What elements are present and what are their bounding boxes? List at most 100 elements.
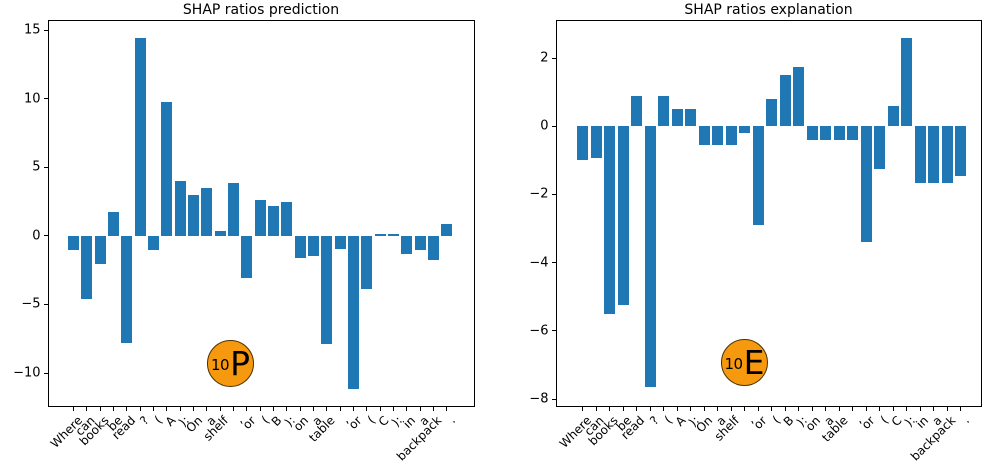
x-tick [663,407,664,411]
x-tick-label: ( [877,413,891,427]
right-chart-title: SHAP ratios explanation [684,2,853,18]
x-tick [206,407,208,411]
bar [914,126,926,183]
x-tick [113,407,115,411]
bar [254,199,266,236]
x-tick [393,407,395,411]
x-tick [879,407,880,411]
bar [361,235,373,289]
bar [739,126,750,134]
y-tick-label: −6 [529,323,549,339]
x-tick [933,407,934,411]
x-tick [811,407,813,411]
bar [214,231,226,236]
x-tick [676,407,678,411]
bar [725,126,737,145]
y-tick-label: 5 [32,159,41,175]
bar [698,126,710,145]
bar [188,194,200,236]
x-tick [219,407,221,411]
x-tick [259,407,261,411]
x-tick [99,407,101,411]
y-tick-label: 0 [32,228,41,244]
x-tick [233,407,235,411]
bar [604,126,615,314]
x-tick [636,407,637,411]
x-tick-label: C [375,413,392,430]
x-tick [326,407,328,411]
bar [94,235,106,264]
y-tick [551,330,556,332]
y-tick [43,235,48,237]
x-tick [744,407,745,411]
x-tick [433,407,434,411]
x-tick [166,407,168,411]
explanation-badge-number: 10 [724,355,744,373]
bar [321,235,333,345]
x-tick-label: A [672,413,689,430]
x-tick [798,407,799,411]
x-tick [838,407,840,411]
bar [348,235,360,389]
y-tick-label: −2 [529,186,549,202]
x-tick-label: ( [151,413,165,427]
bar [161,102,173,236]
x-tick-label: ( [769,413,783,427]
bar [806,126,818,140]
x-tick [865,407,867,411]
x-tick-label: ( [661,413,675,427]
x-tick [446,407,448,411]
x-tick [153,407,155,411]
bar [820,126,831,140]
prediction-badge-number: 10 [211,356,230,374]
x-tick-label: or [239,413,259,432]
bar [334,235,346,249]
x-tick-label: C [888,413,905,430]
y-tick [551,262,556,264]
bar [308,235,320,256]
bar [228,183,240,236]
bar [658,95,669,127]
x-tick [353,407,355,411]
explanation-badge: 10 E [721,339,768,386]
x-tick-label: B [269,413,285,430]
x-tick [406,407,408,411]
y-tick [551,57,556,59]
y-tick [551,125,556,127]
x-tick [286,407,288,411]
bar [281,202,293,236]
x-tick-label: or [346,413,365,432]
bar [108,211,120,236]
bar [847,126,858,140]
x-tick [622,407,624,411]
bar [68,235,80,250]
bar [577,126,588,161]
x-tick [193,407,195,411]
prediction-badge: 10 P [207,340,254,387]
bar [174,181,186,236]
x-tick [86,407,88,411]
bar [388,233,400,236]
x-tick [690,407,691,411]
y-tick-label: −8 [529,391,549,407]
bar [631,95,642,127]
y-tick-label: −4 [529,255,549,271]
x-tick [179,407,181,411]
x-tick [609,407,610,411]
bar [766,98,777,127]
x-tick [919,407,921,411]
right-chart-plot-area [556,20,982,407]
x-tick [825,407,826,411]
x-tick [379,407,381,411]
x-tick [582,407,583,411]
x-tick [339,407,341,411]
bar [941,126,953,183]
y-tick-label: 0 [540,118,549,134]
x-tick-label: on [802,413,824,434]
x-tick [784,407,786,411]
y-tick [551,398,556,400]
x-tick [313,407,315,411]
bar [401,235,413,255]
x-tick-label: . [445,413,459,426]
x-tick [273,407,275,411]
